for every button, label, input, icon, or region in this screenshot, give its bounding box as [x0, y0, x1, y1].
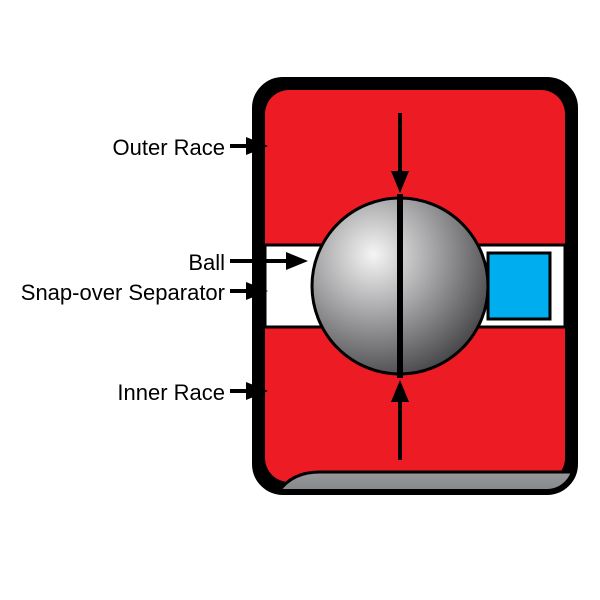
- label-inner-race-text: Inner Race: [117, 380, 225, 405]
- label-separator-text: Snap-over Separator: [21, 280, 225, 305]
- arrow-separator-head: [246, 282, 268, 300]
- label-inner-race: Inner Race: [117, 380, 225, 406]
- arrow-bottom-contact-line: [398, 400, 402, 460]
- label-separator: Snap-over Separator: [21, 280, 225, 306]
- label-outer-race: Outer Race: [113, 135, 226, 161]
- arrow-top-contact-head: [391, 171, 409, 193]
- label-ball: Ball: [188, 250, 225, 276]
- diagram-stage: Outer Race Ball Snap-over Separator Inne…: [0, 0, 600, 600]
- label-outer-race-text: Outer Race: [113, 135, 226, 160]
- arrow-outer-race-head: [246, 137, 268, 155]
- arrow-inner-race-head: [246, 382, 268, 400]
- arrow-top-contact-line: [398, 113, 402, 173]
- arrow-ball-head: [286, 252, 308, 270]
- arrow-bottom-contact-head: [391, 380, 409, 402]
- arrow-ball-line: [230, 259, 288, 263]
- label-ball-text: Ball: [188, 250, 225, 275]
